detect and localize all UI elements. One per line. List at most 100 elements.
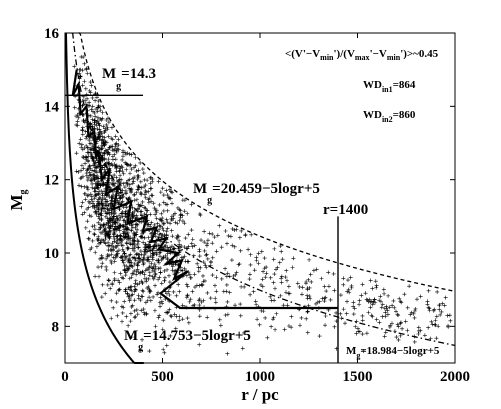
scatter-point bbox=[118, 240, 123, 245]
scatter-point bbox=[150, 274, 155, 279]
scatter-point bbox=[106, 220, 111, 225]
scatter-point bbox=[149, 199, 154, 204]
scatter-point bbox=[92, 122, 97, 127]
scatter-point bbox=[286, 284, 291, 289]
scatter-point bbox=[241, 330, 246, 335]
scatter-point bbox=[150, 177, 155, 182]
scatter-point bbox=[132, 193, 137, 198]
scatter-point bbox=[143, 183, 148, 188]
scatter-point bbox=[129, 335, 134, 340]
scatter-point bbox=[217, 223, 222, 228]
scatter-point bbox=[94, 170, 99, 175]
scatter-point bbox=[104, 267, 109, 272]
scatter-point bbox=[145, 258, 150, 263]
scatter-point bbox=[178, 215, 183, 220]
scatter-point bbox=[307, 257, 312, 262]
scatter-point bbox=[130, 271, 135, 276]
scatter-point bbox=[319, 276, 324, 281]
scatter-point bbox=[394, 309, 399, 314]
scatter-point bbox=[98, 182, 103, 187]
scatter-point bbox=[156, 179, 161, 184]
scatter-point bbox=[395, 312, 400, 317]
scatter-point bbox=[124, 191, 129, 196]
scatter-point bbox=[144, 243, 149, 248]
scatter-point bbox=[135, 262, 140, 267]
scatter-point bbox=[131, 241, 136, 246]
scatter-point bbox=[132, 284, 137, 289]
scatter-point bbox=[102, 167, 107, 172]
scatter-point bbox=[160, 186, 165, 191]
scatter-point bbox=[150, 193, 155, 198]
scatter-point bbox=[112, 270, 117, 275]
scatter-point bbox=[100, 110, 105, 115]
scatter-point bbox=[84, 171, 89, 176]
scatter-point bbox=[99, 256, 104, 261]
scatter-point bbox=[185, 211, 190, 216]
y-tick-label: 8 bbox=[52, 319, 60, 335]
scatter-point bbox=[186, 244, 191, 249]
scatter-point bbox=[232, 228, 237, 233]
scatter-point bbox=[177, 289, 182, 294]
scatter-point bbox=[158, 224, 163, 229]
scatter-point bbox=[80, 155, 85, 160]
scatter-point bbox=[445, 313, 450, 318]
scatter-point bbox=[155, 221, 160, 226]
scatter-point bbox=[374, 283, 379, 288]
scatter-point bbox=[100, 134, 105, 139]
y-tick-label: 14 bbox=[44, 99, 60, 115]
scatter-point bbox=[205, 315, 210, 320]
scatter-point bbox=[360, 318, 365, 323]
scatter-point bbox=[437, 303, 442, 308]
scatter-point bbox=[90, 199, 95, 204]
scatter-point bbox=[272, 246, 277, 251]
scatter-point bbox=[94, 209, 99, 214]
scatter-point bbox=[153, 264, 158, 269]
scatter-point bbox=[116, 143, 121, 148]
scatter-point bbox=[120, 154, 125, 159]
scatter-point bbox=[204, 252, 209, 257]
scatter-point bbox=[112, 236, 117, 241]
scatter-point bbox=[155, 229, 160, 234]
scatter-point bbox=[109, 252, 114, 257]
scatter-point bbox=[83, 225, 88, 230]
scatter-point bbox=[88, 90, 93, 95]
scatter-point bbox=[136, 168, 141, 173]
scatter-point bbox=[147, 264, 152, 269]
scatter-point bbox=[138, 298, 143, 303]
scatter-point bbox=[109, 217, 114, 222]
scatter-point bbox=[140, 269, 145, 274]
scatter-point bbox=[86, 193, 91, 198]
scatter-point bbox=[396, 324, 401, 329]
scatter-point bbox=[109, 195, 114, 200]
scatter-point bbox=[159, 257, 164, 262]
scatter-point bbox=[145, 222, 150, 227]
scatter-point bbox=[157, 300, 162, 305]
scatter-point bbox=[103, 291, 108, 296]
scatter-point bbox=[94, 244, 99, 249]
scatter-point bbox=[400, 326, 405, 331]
scatter-point bbox=[75, 113, 80, 118]
scatter-point bbox=[305, 293, 310, 298]
scatter-point bbox=[345, 278, 350, 283]
scatter-point bbox=[99, 131, 104, 136]
scatter-point bbox=[95, 199, 100, 204]
scatter-point bbox=[305, 296, 310, 301]
scatter-point bbox=[338, 311, 343, 316]
scatter-point bbox=[96, 214, 101, 219]
scatter-point bbox=[282, 327, 287, 332]
scatter-point bbox=[416, 331, 421, 336]
scatter-point bbox=[102, 206, 107, 211]
scatter-point bbox=[223, 266, 228, 271]
scatter-point bbox=[167, 292, 172, 297]
scatter-point bbox=[429, 319, 434, 324]
selection-annotation: <(V'−Vmin')/(Vmax'−Vmin')>~0.45 bbox=[285, 48, 439, 62]
y-axis-title: Mg bbox=[7, 189, 29, 210]
scatter-point bbox=[102, 142, 107, 147]
scatter-point bbox=[169, 189, 174, 194]
scatter-point bbox=[199, 238, 204, 243]
scatter-point bbox=[416, 328, 421, 333]
scatter-point bbox=[341, 276, 346, 281]
scatter-point bbox=[132, 213, 137, 218]
scatter-point bbox=[121, 276, 126, 281]
scatter-point bbox=[80, 83, 85, 88]
